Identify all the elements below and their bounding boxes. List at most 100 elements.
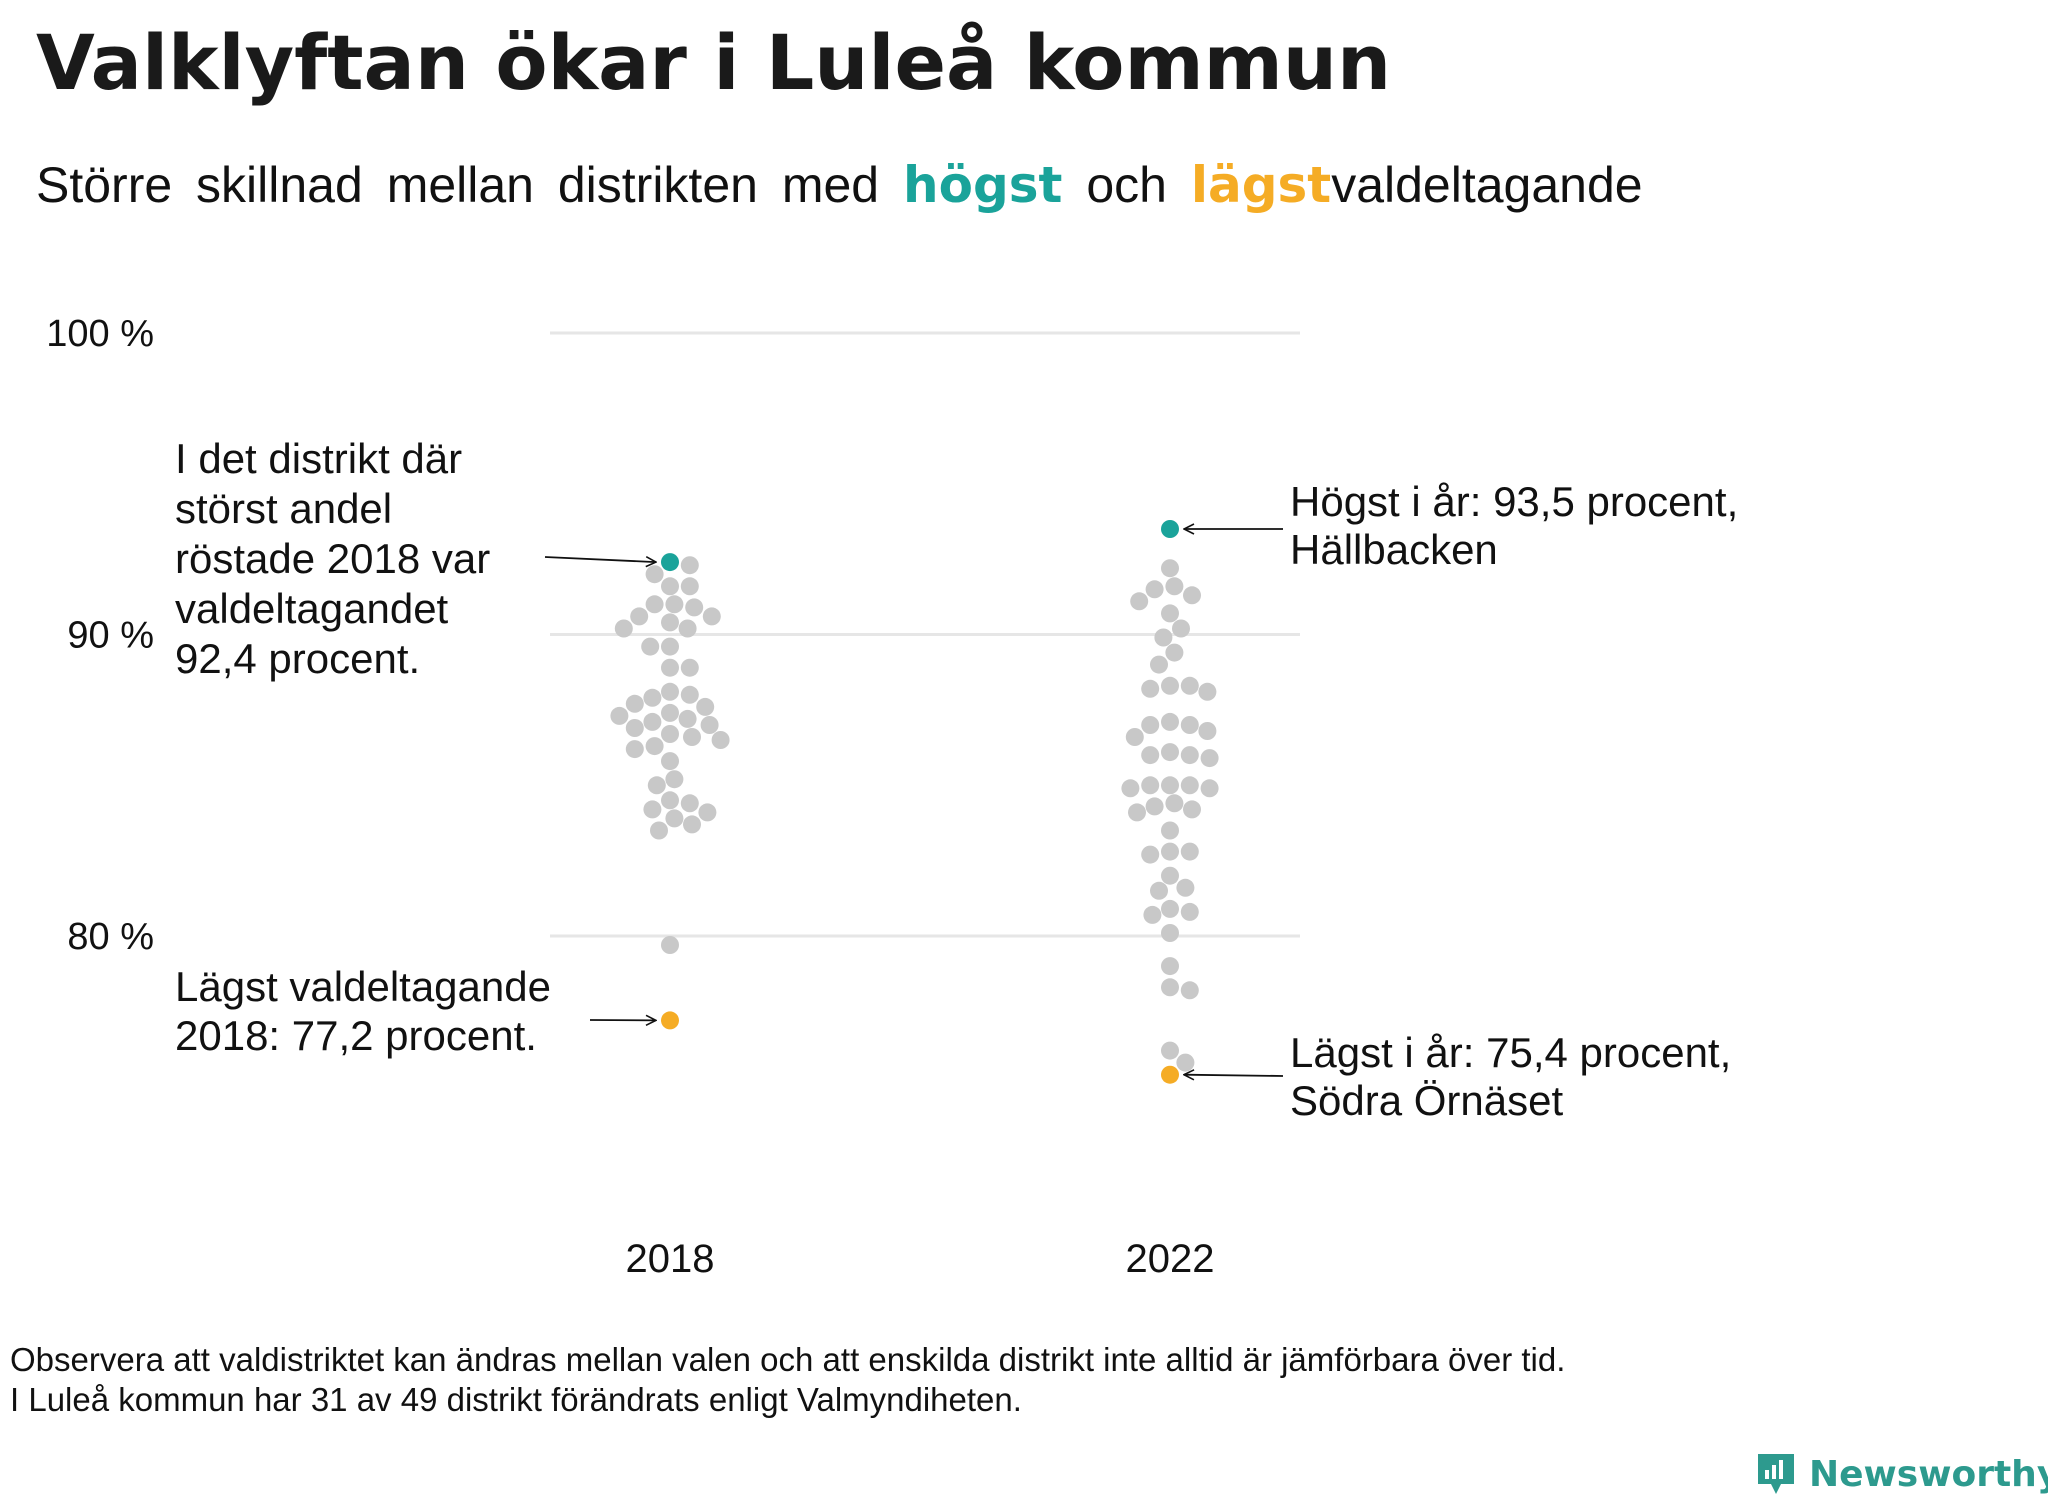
dot-2022 [1198,683,1216,701]
dot-2022 [1121,779,1139,797]
dot-2018 [701,716,719,734]
dot-2018 [643,800,661,818]
dot-2022 [1161,604,1179,622]
dot-2018 [683,815,701,833]
dot-2022 [1161,776,1179,794]
dot-2018 [610,707,628,725]
dot-2022 [1161,743,1179,761]
dot-2022 [1146,580,1164,598]
dot-2022 [1141,680,1159,698]
annotation-2022-highest: Högst i år: 93,5 procent,Hällbacken [1184,478,1738,573]
dot-2022 [1128,803,1146,821]
dot-2018 [661,659,679,677]
dot-2022 [1146,797,1164,815]
annotation-line: Södra Örnäset [1290,1077,1563,1124]
dot-2022 [1150,656,1168,674]
annotation-line: valdeltagandet [175,585,449,632]
dot-2022 [1141,776,1159,794]
dot-2018 [626,695,644,713]
data-points [610,520,1218,1084]
dot-2018 [643,689,661,707]
dot-2018-highest [661,553,679,571]
annotation-line: I det distrikt där [175,435,462,482]
dot-2022 [1161,677,1179,695]
dot-2018 [703,607,721,625]
x-tick-label-2018: 2018 [626,1237,715,1281]
dot-2022 [1161,957,1179,975]
dot-2018 [681,686,699,704]
dot-2022-highest [1161,520,1179,538]
dot-2022 [1126,728,1144,746]
dot-2018 [646,737,664,755]
dot-2022 [1143,906,1161,924]
dot-2022 [1198,722,1216,740]
x-tick-label-2022: 2022 [1126,1237,1215,1281]
dot-2018 [626,719,644,737]
dot-2022 [1141,746,1159,764]
dot-2022 [1165,577,1183,595]
dot-2022 [1154,629,1172,647]
y-tick-label-90: 90 % [67,615,154,657]
dot-2018 [681,556,699,574]
annotation-line: 2018: 77,2 procent. [175,1012,537,1059]
dot-2018 [679,710,697,728]
dot-2022 [1161,713,1179,731]
annotation-line: röstade 2018 var [175,535,490,582]
dot-2022 [1201,779,1219,797]
dot-2022 [1161,822,1179,840]
y-axis-labels: 80 %90 %100 % [46,313,154,958]
dot-2022 [1183,800,1201,818]
annotation-line: störst andel [175,485,392,532]
dot-2018 [665,809,683,827]
annotation-arrow-2022-lowest [1184,1075,1283,1076]
brand-name: Newsworthy [1809,1454,2048,1495]
dot-2022 [1161,900,1179,918]
dot-2022 [1181,981,1199,999]
dot-2022 [1161,1042,1179,1060]
footnote: Observera att valdistriktet kan ändras m… [10,1340,1565,1420]
dot-2018 [643,713,661,731]
dot-2018 [712,731,730,749]
dot-2018 [681,659,699,677]
annotation-line: 92,4 procent. [175,635,420,682]
dot-2018 [626,740,644,758]
dot-2022 [1201,749,1219,767]
dot-2018 [696,698,714,716]
dot-2018 [630,607,648,625]
dot-2018 [646,595,664,613]
dot-2022 [1176,879,1194,897]
dot-2022 [1161,978,1179,996]
dot-2018 [650,822,668,840]
dot-2018 [681,794,699,812]
dot-2018 [615,620,633,638]
dot-2022 [1165,644,1183,662]
dot-2018 [648,776,666,794]
dot-2018 [641,638,659,656]
dot-2022 [1150,882,1168,900]
dot-2018 [698,803,716,821]
dot-2022 [1181,903,1199,921]
dot-2022 [1141,846,1159,864]
dot-2022 [1141,716,1159,734]
dot-2022 [1165,794,1183,812]
dot-2022 [1161,924,1179,942]
dot-2022 [1161,867,1179,885]
dot-2018-lowest [661,1011,679,1029]
dot-2018 [661,577,679,595]
brand-logo[interactable]: Newsworthy [1755,1446,2048,1502]
dot-2018 [679,620,697,638]
annotation-line: Högst i år: 93,5 procent, [1290,478,1738,525]
y-tick-label-100: 100 % [46,313,154,355]
dot-2018 [661,936,679,954]
x-axis-labels: 2018 2022 [626,1237,1215,1281]
dot-2018 [665,770,683,788]
dot-2022 [1181,746,1199,764]
dot-2022 [1183,586,1201,604]
dot-2022 [1181,776,1199,794]
dot-2022 [1181,716,1199,734]
dot-2018 [661,683,679,701]
dot-2022-lowest [1161,1066,1179,1084]
annotation-arrow-2018-highest [545,557,656,562]
